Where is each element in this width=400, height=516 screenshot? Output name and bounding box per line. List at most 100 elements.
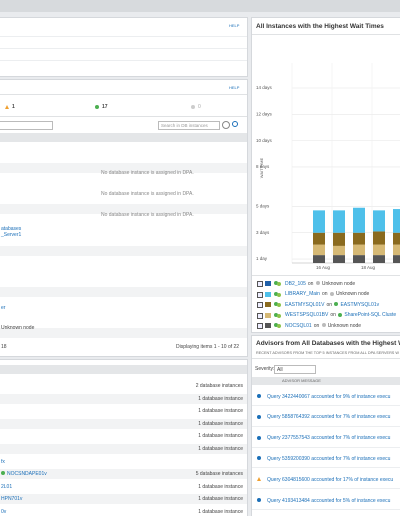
bar-segment: [353, 255, 365, 263]
row-divider: [252, 509, 400, 510]
bar-segment: [393, 232, 400, 245]
empty-message: No database instance is assigned in DPA.: [101, 191, 194, 197]
legend-on: on: [326, 301, 333, 308]
instance-link: er: [1, 305, 6, 311]
server-name: 2L01: [1, 483, 13, 490]
checkbox[interactable]: [257, 281, 263, 287]
bar-segment: [353, 232, 365, 245]
status-dot: [274, 323, 278, 327]
bar-segment: [333, 255, 345, 263]
column-header: ADVISOR MESSAGE: [282, 378, 321, 383]
page-count: 18: [1, 344, 7, 350]
bar-segment: [373, 231, 385, 245]
status-dot: [274, 291, 278, 296]
bar-segment: [313, 255, 325, 263]
search-placeholder: Search in DB instances: [161, 123, 208, 128]
checkbox[interactable]: [257, 302, 263, 308]
divider: [0, 94, 247, 95]
status-dot: [274, 312, 278, 317]
legend-on: on: [321, 291, 328, 297]
instance-link: atabases: [1, 226, 22, 232]
y-tick-label: 8 days: [256, 164, 270, 169]
legend-name: EASTMYSQL01V: [285, 301, 325, 308]
legend-swatch: [265, 323, 271, 328]
status-dot: [1, 471, 5, 476]
legend-name: DB2_105: [285, 280, 306, 287]
status-dot: [277, 292, 281, 297]
table-header: [252, 377, 400, 385]
bar-segment: [373, 210, 385, 232]
panel-subtitle: RECENT ADVISORS FROM THE TOP 5 INSTANCES…: [256, 351, 399, 355]
warning-icon: [257, 477, 261, 482]
wait-panel: All Instances with the Highest Wait Time…: [251, 17, 400, 333]
legend-name: NOCSQL01: [285, 322, 312, 329]
checkbox[interactable]: [257, 323, 263, 329]
table-header: [0, 133, 247, 142]
severity-value: All: [277, 366, 283, 373]
row-divider: [252, 467, 400, 469]
y-tick-label: 3 days: [256, 230, 270, 235]
advisor-message[interactable]: Query 5359200390 accounted for 7% of ins…: [267, 455, 391, 462]
row-divider: [252, 405, 400, 406]
bar-segment: [373, 255, 385, 263]
panel-title: All Instances with the Highest Wait Time…: [256, 23, 384, 30]
status-dot: [277, 324, 281, 328]
legend-swatch: [265, 312, 271, 318]
table-header: [0, 365, 247, 374]
server-name: NOCSNDAPE01v: [7, 471, 47, 478]
bar-segment: [393, 244, 400, 256]
legend-node: Unknown node: [335, 291, 370, 297]
row-divider: [252, 446, 400, 448]
legend-swatch: [265, 281, 271, 286]
bar-segment: [313, 244, 325, 256]
bar-segment: [353, 244, 365, 256]
y-tick-label: 5 days: [256, 204, 270, 209]
row-stripe: [0, 246, 247, 256]
advisor-message[interactable]: Query 4193413484 accounted for 5% of ins…: [267, 497, 391, 504]
severity-dropdown[interactable]: All: [274, 365, 316, 374]
server-name: fx: [1, 458, 5, 465]
count: 1: [12, 104, 15, 110]
advisor-message[interactable]: Query 3422440067 accounted for 9% of ins…: [267, 393, 391, 400]
top-panel: HELP: [0, 17, 248, 77]
checkbox[interactable]: [257, 312, 263, 319]
row-stripe: [0, 204, 247, 214]
legend-name: LIBRARY_Main: [285, 291, 320, 297]
x-tick-label: 16 Aug: [316, 265, 331, 270]
panel-title: Advisors from All Databases with the Hig…: [256, 340, 400, 347]
divider: [252, 275, 400, 276]
bar-segment: [313, 210, 325, 233]
legend-on: on: [313, 322, 320, 329]
bar-segment: [353, 207, 365, 233]
status-panel: HELP 1 17 0 Search in DB instances No databas…: [0, 79, 248, 357]
row-stripe: [0, 444, 247, 454]
instance-count: 1 database instance: [198, 433, 243, 440]
status-dot: [338, 312, 343, 317]
bar-segment: [333, 232, 345, 246]
y-tick-label: 1 day: [256, 256, 268, 261]
bar-segment: [393, 209, 400, 233]
checkbox[interactable]: [257, 291, 263, 298]
info-icon: [257, 456, 261, 461]
status-dot: [274, 281, 278, 285]
empty-message: No database instance is assigned in DPA.: [101, 170, 194, 176]
advisor-message[interactable]: Query 2377557543 accounted for 7% of ins…: [267, 435, 391, 442]
y-tick-label: 14 days: [256, 85, 273, 90]
divider: [0, 48, 247, 49]
instance-count: 1 database instance: [198, 509, 243, 515]
divider: [252, 34, 400, 35]
empty-message: No database instance is assigned in DPA.: [101, 212, 194, 218]
top-bar: [0, 0, 400, 12]
row-stripe: [0, 287, 247, 297]
row-divider: [252, 425, 400, 427]
status-dot: [277, 303, 281, 307]
row-stripe: [0, 328, 247, 338]
advisor-message[interactable]: Query 5858764392 accounted for 7% of ins…: [267, 414, 391, 421]
help-link: HELP: [229, 23, 240, 28]
advisor-message[interactable]: Query 6304815600 accounted for 17% of in…: [267, 476, 394, 483]
clear-button: [222, 121, 230, 129]
bar-segment: [393, 255, 400, 263]
search-box[interactable]: Search in DB instances: [158, 121, 220, 130]
divider: [0, 36, 247, 37]
y-tick-label: 12 days: [256, 112, 273, 117]
